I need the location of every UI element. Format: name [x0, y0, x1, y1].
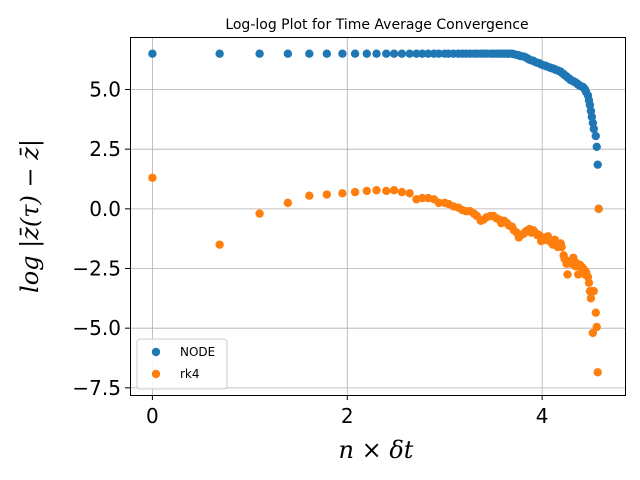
- point-node: [418, 49, 427, 58]
- point-node: [215, 49, 224, 58]
- point-node: [412, 49, 421, 58]
- point-node: [423, 49, 433, 58]
- point-rk4: [405, 189, 414, 198]
- point-node: [305, 49, 314, 58]
- point-node: [338, 49, 347, 58]
- plot-frame: [130, 37, 626, 396]
- point-rk4: [589, 286, 599, 296]
- chart-title: Log-log Plot for Time Average Convergenc…: [225, 17, 528, 33]
- point-node: [434, 49, 444, 58]
- y-tick-label: 0.0: [89, 197, 121, 221]
- y-tick-label: −2.5: [72, 257, 121, 281]
- point-node: [591, 131, 600, 141]
- point-rk4: [148, 173, 157, 183]
- point-rk4: [283, 198, 293, 208]
- point-rk4: [305, 191, 314, 200]
- point-rk4: [389, 186, 399, 195]
- x-tick-label: 2: [341, 404, 354, 428]
- point-rk4: [372, 186, 381, 195]
- point-node: [148, 49, 157, 58]
- point-rk4: [322, 190, 332, 199]
- point-rk4: [593, 368, 602, 377]
- point-rk4: [338, 189, 347, 198]
- point-rk4: [586, 294, 596, 303]
- point-node: [589, 124, 599, 134]
- x-tick-label: 4: [536, 404, 549, 428]
- point-rk4: [215, 240, 224, 249]
- point-node: [389, 49, 399, 58]
- point-rk4: [584, 278, 594, 288]
- point-node: [362, 49, 371, 58]
- point-node: [283, 49, 293, 58]
- point-rk4: [434, 198, 444, 208]
- y-tick-label: 5.0: [89, 78, 121, 102]
- y-tick-label: −7.5: [72, 376, 121, 400]
- point-node: [255, 49, 264, 58]
- point-rk4: [557, 242, 566, 252]
- point-node: [593, 160, 602, 169]
- scatter-points: [148, 49, 603, 377]
- point-rk4: [255, 209, 264, 218]
- point-node: [322, 49, 332, 58]
- point-node: [405, 49, 414, 58]
- y-tick-label: 2.5: [89, 137, 121, 161]
- point-node: [382, 49, 391, 58]
- point-rk4: [592, 322, 601, 332]
- x-axis-label: n × δt: [339, 436, 414, 464]
- legend-label-rk4: rk4: [180, 367, 200, 381]
- point-rk4: [350, 187, 360, 197]
- x-tick-label: 0: [146, 404, 159, 428]
- point-rk4: [362, 186, 371, 196]
- y-tick-label: −5.0: [72, 316, 121, 340]
- y-axis-label: log |z̄(τ) − z̄|: [16, 139, 45, 293]
- point-node: [372, 49, 381, 58]
- point-rk4: [591, 308, 600, 317]
- legend-label-node: NODE: [180, 345, 215, 359]
- point-rk4: [397, 187, 407, 197]
- axis-ticks: 0 2 4 5.0 2.5 0.0 −2.5 −5.0 −7.5: [72, 78, 548, 428]
- legend: NODE rk4: [136, 338, 228, 390]
- point-rk4: [418, 193, 427, 203]
- point-rk4: [382, 186, 391, 196]
- legend-marker-node: [151, 347, 161, 357]
- point-node: [350, 49, 360, 58]
- point-node: [397, 49, 407, 58]
- point-node: [592, 142, 601, 151]
- point-rk4: [594, 204, 603, 214]
- point-rk4: [563, 270, 572, 279]
- legend-marker-rk4: [151, 369, 161, 379]
- point-rk4: [574, 270, 583, 279]
- point-rk4: [588, 328, 598, 338]
